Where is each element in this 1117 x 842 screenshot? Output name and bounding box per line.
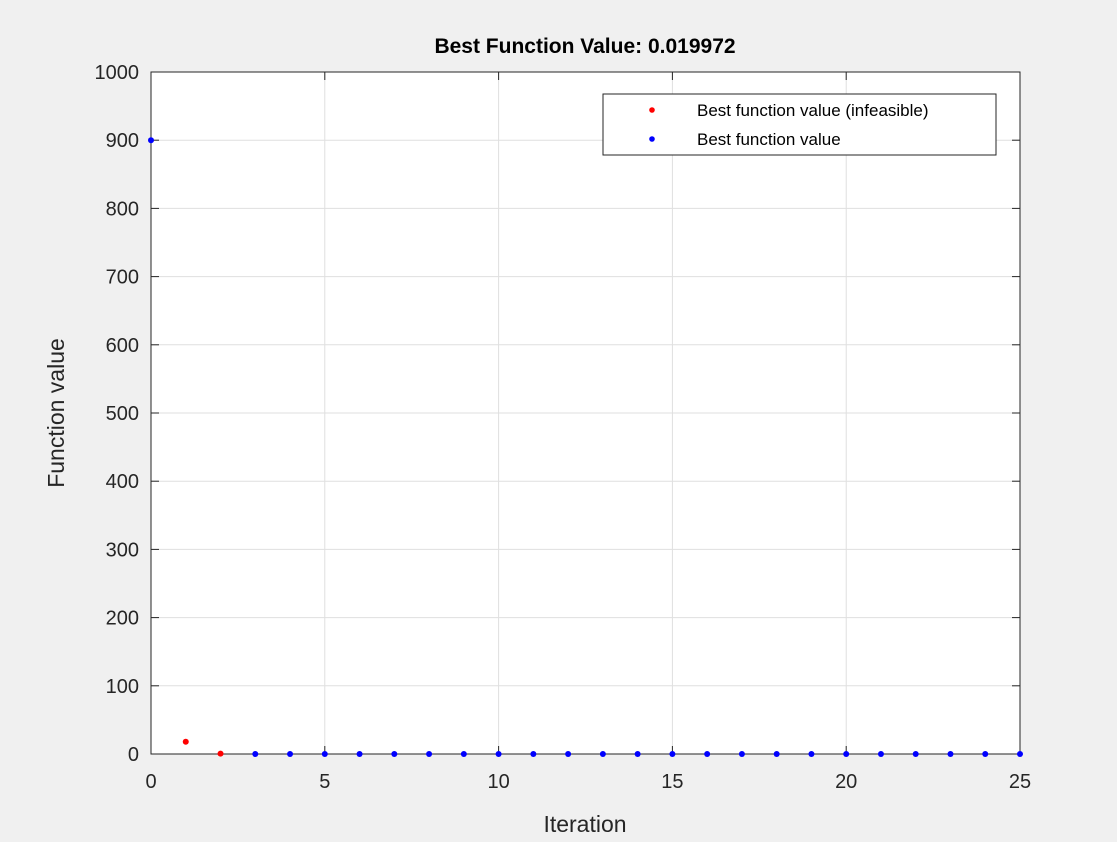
y-tick-label: 100	[106, 676, 139, 698]
best-value-point	[148, 137, 154, 144]
x-tick-label: 0	[145, 771, 156, 793]
y-tick-label: 700	[106, 267, 139, 289]
ticks: 0 5 10 15 20 25 0 100 200 300 400 500 600 700 800 900 10…	[95, 62, 1032, 793]
x-axis-label: Iteration	[543, 811, 626, 837]
legend-label-infeasible: Best function value (infeasible)	[697, 101, 929, 120]
best-value-point	[912, 750, 919, 757]
best-value-point	[565, 750, 572, 757]
best-value-point	[356, 750, 363, 757]
data-marks	[148, 137, 1023, 757]
best-value-point	[669, 750, 676, 757]
best-value-point	[252, 750, 259, 757]
y-tick-label: 200	[106, 608, 139, 630]
x-tick-label: 15	[661, 771, 683, 793]
best-value-point	[321, 750, 328, 757]
best-value-point	[634, 750, 641, 757]
legend-label-best: Best function value	[697, 130, 841, 149]
best-value-point	[460, 750, 467, 757]
best-value-point	[808, 750, 815, 757]
best-value-point	[947, 750, 954, 757]
chart-title: Best Function Value: 0.019972	[434, 35, 735, 58]
best-value-point	[738, 750, 745, 757]
best-value-point	[773, 750, 780, 757]
infeasible-point	[182, 738, 189, 745]
y-tick-label: 1000	[95, 62, 140, 84]
y-axis-label: Function value	[43, 338, 69, 488]
y-tick-label: 600	[106, 335, 139, 357]
legend: Best function value (infeasible) Best fu…	[602, 93, 997, 156]
best-value-point	[530, 750, 537, 757]
x-tick-label: 5	[319, 771, 330, 793]
x-tick-label: 10	[487, 771, 509, 793]
best-value-point	[843, 750, 850, 757]
best-value-point	[877, 750, 884, 757]
infeasible-point	[217, 750, 224, 757]
y-tick-label: 500	[106, 403, 139, 425]
x-tick-label: 20	[835, 771, 857, 793]
best-value-point	[704, 750, 711, 757]
best-value-point	[287, 750, 294, 757]
y-tick-label: 0	[128, 744, 139, 766]
best-value-point	[495, 750, 502, 757]
best-value-point	[599, 750, 606, 757]
best-value-point	[426, 750, 433, 757]
grid	[150, 71, 1021, 755]
y-tick-label: 900	[106, 130, 139, 152]
y-tick-label: 800	[106, 198, 139, 220]
legend-marker-infeasible	[649, 107, 655, 113]
legend-box	[602, 93, 997, 156]
best-value-point	[391, 750, 398, 757]
legend-marker-best	[649, 136, 655, 142]
best-value-point	[1017, 750, 1023, 757]
x-tick-label: 25	[1009, 771, 1031, 793]
best-value-point	[982, 750, 989, 757]
y-tick-label: 400	[106, 471, 139, 493]
y-tick-label: 300	[106, 539, 139, 561]
